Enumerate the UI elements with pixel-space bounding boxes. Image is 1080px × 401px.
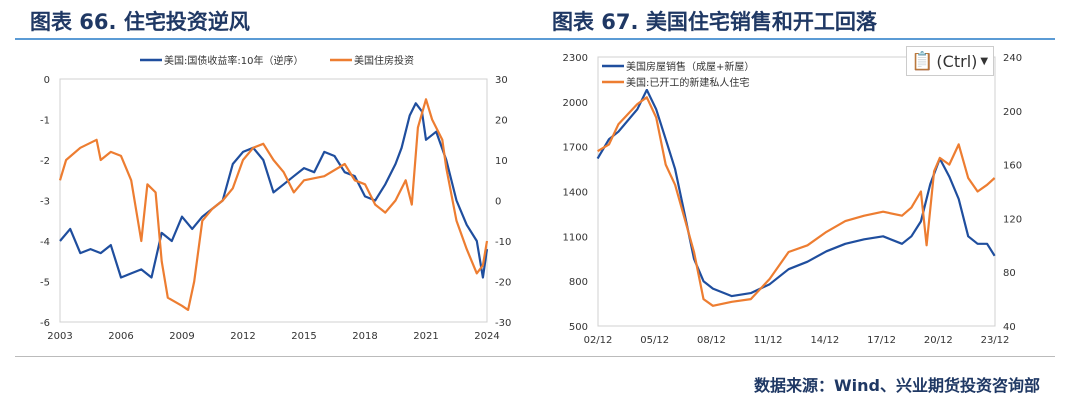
y-right-tick-label: 10 xyxy=(495,156,508,167)
legend-background xyxy=(600,58,790,73)
y-left-tick-label: -2 xyxy=(40,156,50,167)
clipboard-icon: 📋 xyxy=(911,50,934,72)
x-tick-label: 05/12 xyxy=(640,335,669,346)
paste-options-button[interactable]: 📋 (Ctrl) ▼ xyxy=(906,46,994,76)
y-right-tick-label: 120 xyxy=(1003,214,1022,225)
right-chart-title: 图表 67. 美国住宅销售和开工回落 xyxy=(552,10,877,34)
y-right-tick-label: 160 xyxy=(1003,161,1022,172)
y-right-tick-label: 30 xyxy=(495,75,508,86)
x-tick-label: 2006 xyxy=(108,331,133,342)
x-tick-label: 2015 xyxy=(291,331,316,342)
y-right-tick-label: 240 xyxy=(1003,53,1022,64)
y-left-tick-label: 1100 xyxy=(563,232,588,243)
legend-background xyxy=(328,52,518,67)
bottom-divider xyxy=(15,356,1055,357)
y-left-tick-label: 2000 xyxy=(563,98,588,109)
y-left-tick-label: 1700 xyxy=(563,143,588,154)
title-divider xyxy=(15,38,1055,40)
legend-label: 美国房屋销售（成屋+新屋） xyxy=(626,60,754,73)
y-right-tick-label: -20 xyxy=(495,278,511,289)
y-left-tick-label: -4 xyxy=(40,237,50,248)
legend-background xyxy=(138,52,328,67)
legend-label: 美国:已开工的新建私人住宅 xyxy=(626,76,749,89)
x-tick-label: 2009 xyxy=(169,331,194,342)
y-left-tick-label: -5 xyxy=(40,278,50,289)
y-left-tick-label: 500 xyxy=(569,322,588,333)
x-tick-label: 2003 xyxy=(47,331,72,342)
x-tick-label: 17/12 xyxy=(867,335,896,346)
x-tick-label: 2024 xyxy=(474,331,499,342)
y-left-tick-label: 2300 xyxy=(563,53,588,64)
source-note: 数据来源：Wind、兴业期货投资咨询部 xyxy=(754,376,1040,395)
series-line-1 xyxy=(58,98,489,311)
y-right-tick-label: 40 xyxy=(1003,322,1016,333)
paste-label: (Ctrl) xyxy=(936,51,978,71)
x-tick-label: 2012 xyxy=(230,331,255,342)
x-tick-label: 02/12 xyxy=(584,335,613,346)
x-tick-label: 11/12 xyxy=(754,335,783,346)
y-right-tick-label: 0 xyxy=(495,197,501,208)
legend-label: 美国住房投资 xyxy=(354,54,414,67)
plot-area xyxy=(59,78,488,323)
y-left-tick-label: -1 xyxy=(40,116,50,127)
series-line-1 xyxy=(597,96,996,307)
x-tick-label: 14/12 xyxy=(810,335,839,346)
x-tick-label: 2021 xyxy=(413,331,438,342)
y-left-tick-label: -6 xyxy=(40,318,50,329)
y-right-tick-label: 20 xyxy=(495,116,508,127)
x-tick-label: 20/12 xyxy=(924,335,953,346)
plot-area xyxy=(597,56,996,327)
y-right-tick-label: 80 xyxy=(1003,268,1016,279)
series-line-0 xyxy=(59,102,489,279)
left-chart-title: 图表 66. 住宅投资逆风 xyxy=(30,10,250,34)
legend-background xyxy=(600,74,790,89)
y-left-tick-label: 0 xyxy=(44,75,50,86)
y-left-tick-label: -3 xyxy=(40,197,50,208)
x-tick-label: 2018 xyxy=(352,331,377,342)
legend-label: 美国:国债收益率:10年（逆序） xyxy=(164,54,303,67)
y-right-tick-label: 200 xyxy=(1003,107,1022,118)
x-tick-label: 23/12 xyxy=(981,335,1010,346)
y-right-tick-label: -30 xyxy=(495,318,511,329)
series-line-0 xyxy=(596,88,996,298)
y-left-tick-label: 800 xyxy=(569,277,588,288)
y-left-tick-label: 1400 xyxy=(563,188,588,199)
y-right-tick-label: -10 xyxy=(495,237,511,248)
chevron-down-icon: ▼ xyxy=(980,55,989,67)
x-tick-label: 08/12 xyxy=(697,335,726,346)
